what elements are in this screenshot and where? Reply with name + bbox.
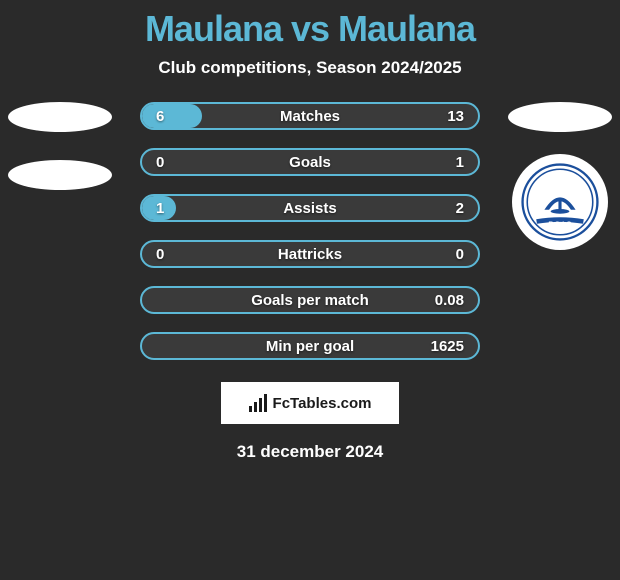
stat-label: Hattricks: [202, 246, 418, 263]
logo-bars-icon: [249, 394, 267, 412]
stat-row: 1Assists2: [140, 194, 480, 222]
stat-value-left: 0: [142, 154, 202, 171]
stat-label: Min per goal: [202, 338, 418, 355]
psis-logo-icon: P.S.I.S: [521, 163, 599, 241]
page-subtitle: Club competitions, Season 2024/2025: [158, 58, 461, 78]
right-club-badge-1: [508, 102, 612, 132]
brand-name: FcTables.com: [273, 395, 372, 412]
stat-value-right: 13: [418, 108, 478, 125]
brand-footer: FcTables.com: [221, 382, 399, 424]
stat-value-left: 0: [142, 246, 202, 263]
left-club-badge-2: [8, 160, 112, 190]
stat-value-right: 1: [418, 154, 478, 171]
stat-value-right: 2: [418, 200, 478, 217]
stat-value-left: 6: [142, 108, 202, 125]
stat-value-right: 1625: [418, 338, 478, 355]
stat-label: Goals: [202, 154, 418, 171]
stat-row: 6Matches13: [140, 102, 480, 130]
stat-value-right: 0: [418, 246, 478, 263]
page-title: Maulana vs Maulana: [145, 8, 475, 50]
left-badges: [8, 102, 112, 190]
right-badges: P.S.I.S: [508, 102, 612, 250]
stat-bars: 6Matches130Goals11Assists20Hattricks0Goa…: [140, 102, 480, 360]
svg-text:P.S.I.S: P.S.I.S: [548, 221, 571, 230]
stat-row: Min per goal1625: [140, 332, 480, 360]
stat-label: Goals per match: [202, 292, 418, 309]
stat-value-left: 1: [142, 200, 202, 217]
left-club-badge-1: [8, 102, 112, 132]
footer-date: 31 december 2024: [237, 442, 384, 462]
stat-label: Assists: [202, 200, 418, 217]
stat-row: Goals per match0.08: [140, 286, 480, 314]
stat-value-right: 0.08: [418, 292, 478, 309]
stat-row: 0Goals1: [140, 148, 480, 176]
stat-row: 0Hattricks0: [140, 240, 480, 268]
stat-label: Matches: [202, 108, 418, 125]
stats-area: 6Matches130Goals11Assists20Hattricks0Goa…: [0, 102, 620, 360]
right-club-badge-2: P.S.I.S: [512, 154, 608, 250]
comparison-card: Maulana vs Maulana Club competitions, Se…: [0, 0, 620, 580]
